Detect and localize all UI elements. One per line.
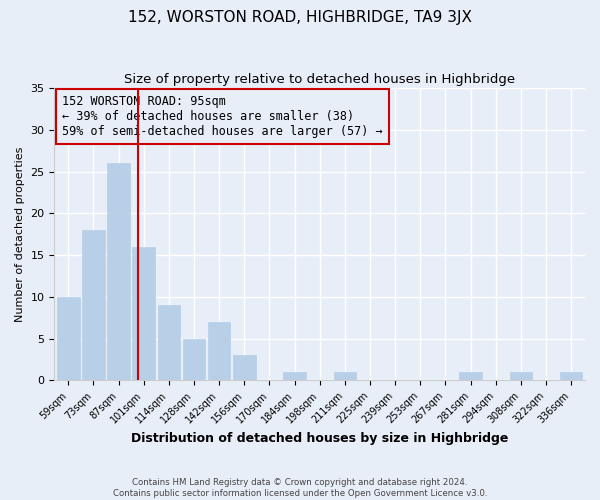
Bar [82, 230, 104, 380]
Bar [107, 163, 130, 380]
Text: 152, WORSTON ROAD, HIGHBRIDGE, TA9 3JX: 152, WORSTON ROAD, HIGHBRIDGE, TA9 3JX [128, 10, 472, 25]
Text: 152 WORSTON ROAD: 95sqm
← 39% of detached houses are smaller (38)
59% of semi-de: 152 WORSTON ROAD: 95sqm ← 39% of detache… [62, 96, 383, 138]
Bar [158, 305, 180, 380]
Bar [133, 246, 155, 380]
Title: Size of property relative to detached houses in Highbridge: Size of property relative to detached ho… [124, 72, 515, 86]
Bar [208, 322, 230, 380]
Bar [57, 297, 80, 380]
Bar [283, 372, 306, 380]
Bar [334, 372, 356, 380]
Bar [182, 338, 205, 380]
Bar [560, 372, 583, 380]
Y-axis label: Number of detached properties: Number of detached properties [15, 146, 25, 322]
X-axis label: Distribution of detached houses by size in Highbridge: Distribution of detached houses by size … [131, 432, 508, 445]
Bar [459, 372, 482, 380]
Bar [509, 372, 532, 380]
Bar [233, 356, 256, 380]
Text: Contains HM Land Registry data © Crown copyright and database right 2024.
Contai: Contains HM Land Registry data © Crown c… [113, 478, 487, 498]
